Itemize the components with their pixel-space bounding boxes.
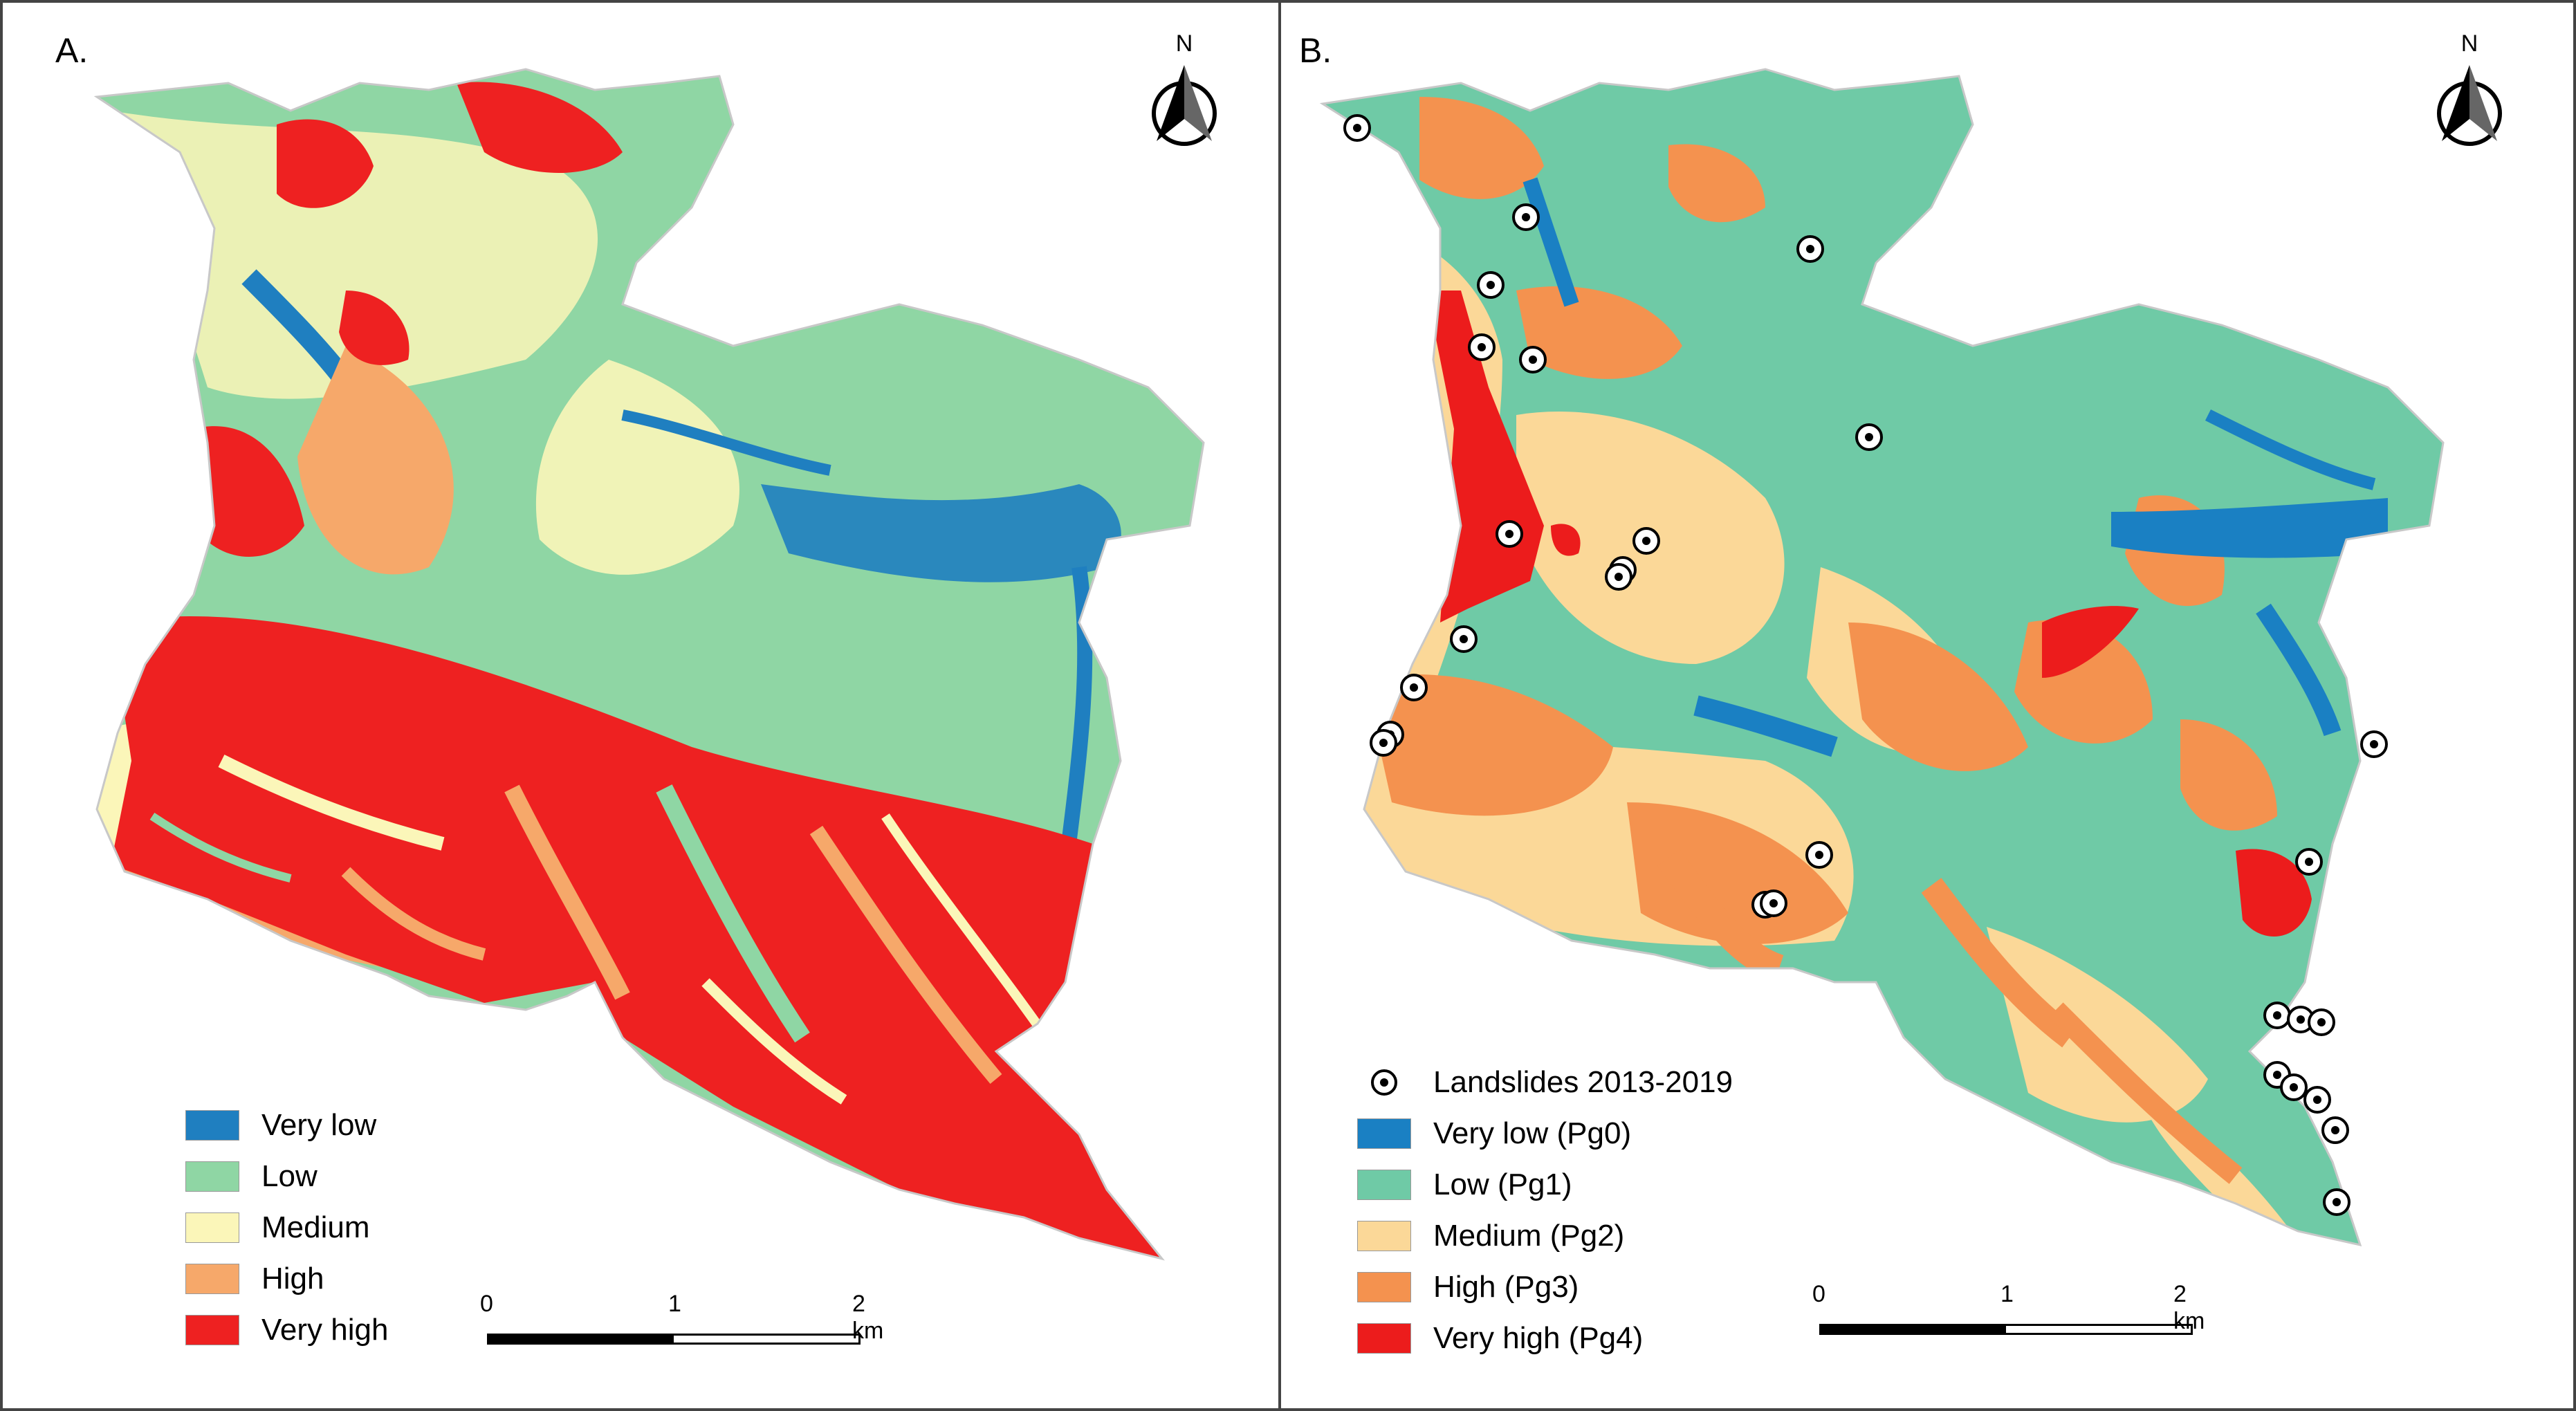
- legend-swatch: [185, 1315, 239, 1345]
- scale-tick: 0: [480, 1291, 493, 1317]
- panel-b-label: B.: [1299, 31, 1332, 70]
- legend-label: Low (Pg1): [1433, 1168, 1572, 1201]
- north-arrow-icon: [2437, 65, 2502, 146]
- legend-label: Very high: [261, 1313, 389, 1347]
- legend-b-item: Medium (Pg2): [1357, 1210, 1733, 1262]
- landslide-point: [2303, 1086, 2331, 1114]
- landslide-point: [2280, 1073, 2308, 1101]
- panel-a: A.: [0, 0, 1281, 1411]
- legend-label: Medium (Pg2): [1433, 1219, 1625, 1253]
- panel-a-label: A.: [55, 31, 89, 70]
- legend-swatch: [1357, 1170, 1411, 1200]
- landslide-point: [1855, 423, 1883, 451]
- landslide-point-icon: [1357, 1067, 1411, 1098]
- scale-bar-graphic: [1819, 1324, 2193, 1335]
- panel-b: B.: [1281, 0, 2576, 1411]
- legend-swatch: [1357, 1272, 1411, 1302]
- legend-b-points: Landslides 2013-2019: [1357, 1057, 1733, 1108]
- landslide-point: [1632, 527, 1660, 555]
- landslide-point: [1512, 203, 1540, 231]
- landslide-point: [1450, 625, 1478, 653]
- legend-b-item: High (Pg3): [1357, 1262, 1733, 1313]
- legend-a-item: Very low: [185, 1100, 388, 1151]
- landslide-point: [2360, 730, 2388, 758]
- north-arrow-b: N: [2428, 30, 2511, 148]
- landslide-point: [1370, 729, 1397, 757]
- legend-b: Landslides 2013-2019 Very low (Pg0) Low …: [1357, 1057, 1733, 1364]
- legend-label: Very low (Pg0): [1433, 1116, 1632, 1150]
- scale-tick: 2 km: [852, 1291, 884, 1344]
- legend-a-item: High: [185, 1253, 388, 1304]
- landslide-point: [1468, 333, 1496, 361]
- scale-tick: 1: [2000, 1281, 2014, 1307]
- landslide-point: [1496, 520, 1523, 548]
- legend-swatch: [185, 1110, 239, 1141]
- legend-b-item: Low (Pg1): [1357, 1159, 1733, 1210]
- landslide-points: [1343, 114, 2388, 1216]
- legend-b-item: Very high (Pg4): [1357, 1313, 1733, 1364]
- landslide-point: [1477, 271, 1505, 299]
- landslide-point: [2321, 1116, 2349, 1144]
- legend-label: Very high (Pg4): [1433, 1321, 1644, 1355]
- legend-label: High (Pg3): [1433, 1270, 1579, 1304]
- landslide-point: [1805, 841, 1833, 869]
- legend-swatch: [185, 1161, 239, 1192]
- legend-a: Very low Low Medium High Very high: [185, 1100, 388, 1356]
- north-arrow-icon: [1152, 65, 1217, 146]
- legend-label: Low: [261, 1159, 318, 1193]
- scale-bar-graphic: [487, 1334, 861, 1345]
- scale-bar-a: 0 1 2 km: [480, 1291, 883, 1374]
- legend-label: Very low: [261, 1108, 377, 1142]
- landslide-point: [2263, 1002, 2291, 1029]
- legend-swatch: [185, 1264, 239, 1294]
- legend-label: High: [261, 1262, 324, 1295]
- legend-a-item: Medium: [185, 1202, 388, 1253]
- legend-swatch: [1357, 1323, 1411, 1354]
- scale-tick: 1: [668, 1291, 681, 1317]
- legend-label: Landslides 2013-2019: [1433, 1065, 1733, 1099]
- susceptibility-map-b[interactable]: [1281, 0, 2576, 1411]
- legend-swatch: [1357, 1221, 1411, 1251]
- landslide-point: [1400, 674, 1428, 701]
- landslide-point: [2295, 848, 2323, 876]
- landslide-point: [2323, 1188, 2350, 1216]
- scale-tick: 0: [1812, 1281, 1825, 1307]
- landslide-point: [1605, 563, 1632, 591]
- legend-a-item: Low: [185, 1151, 388, 1202]
- landslide-point: [2308, 1008, 2335, 1036]
- north-label-a: N: [1175, 30, 1193, 57]
- landslide-point: [1519, 346, 1547, 374]
- legend-label: Medium: [261, 1210, 370, 1244]
- landslide-point: [1796, 235, 1824, 263]
- scale-tick: 2 km: [2173, 1281, 2205, 1334]
- landslide-point: [1343, 114, 1371, 142]
- legend-b-item: Very low (Pg0): [1357, 1108, 1733, 1159]
- susceptibility-map-a[interactable]: [0, 0, 1281, 1411]
- legend-a-item: Very high: [185, 1304, 388, 1356]
- north-arrow-a: N: [1143, 30, 1226, 148]
- legend-swatch: [185, 1212, 239, 1243]
- north-label-b: N: [2460, 30, 2478, 57]
- landslide-point: [1760, 889, 1787, 917]
- legend-swatch: [1357, 1118, 1411, 1149]
- scale-bar-b: 0 1 2 km: [1812, 1281, 2205, 1364]
